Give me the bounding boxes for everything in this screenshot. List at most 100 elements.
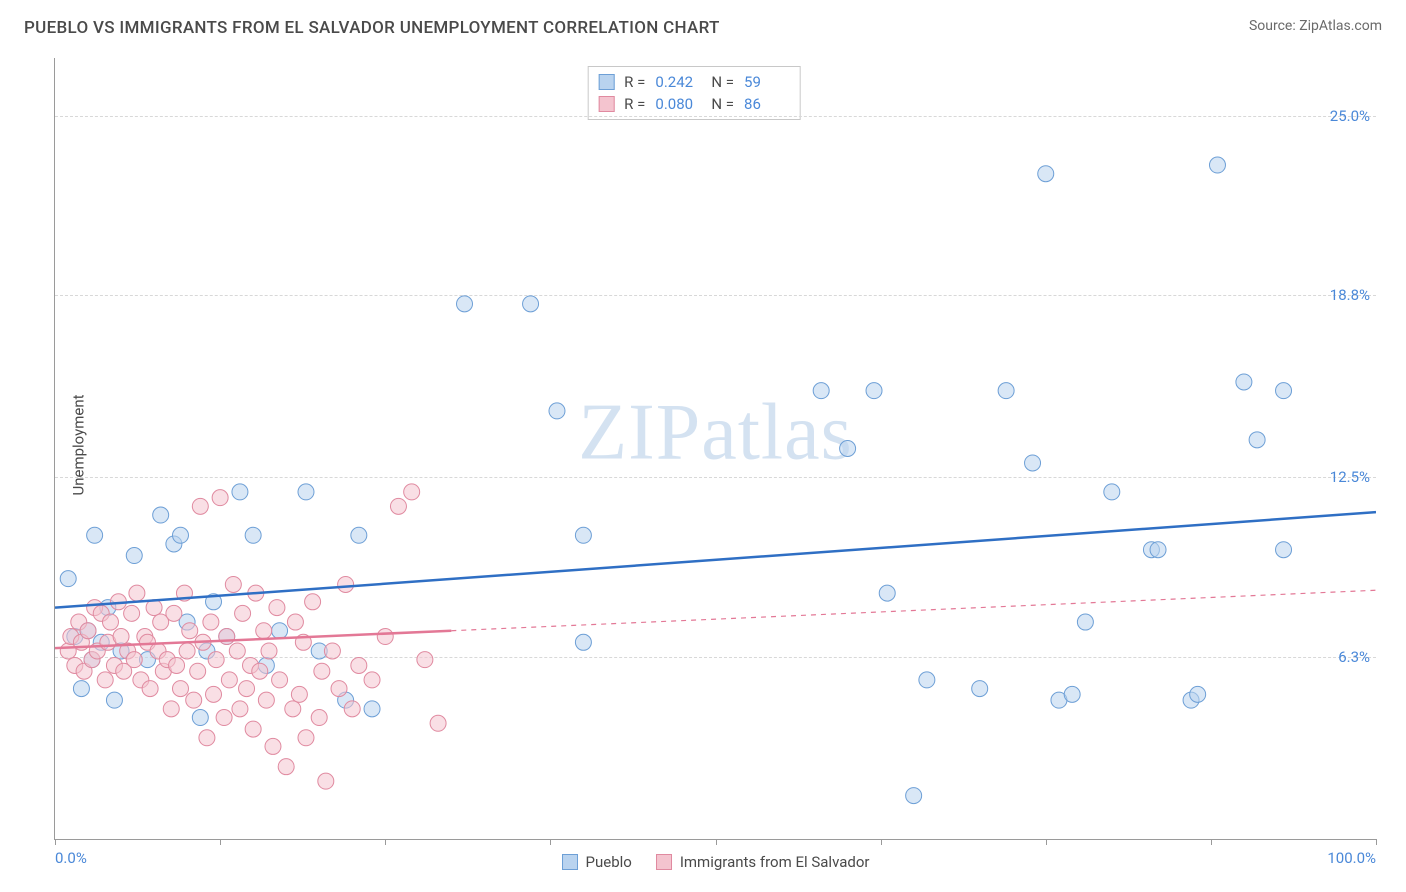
scatter-point-el_salvador (417, 652, 433, 668)
x-tick (716, 839, 717, 845)
scatter-point-el_salvador (287, 614, 303, 630)
scatter-point-pueblo (1276, 383, 1292, 399)
scatter-point-el_salvador (235, 605, 251, 621)
scatter-point-pueblo (106, 692, 122, 708)
trendline-pueblo (55, 512, 1376, 607)
scatter-point-el_salvador (166, 605, 182, 621)
scatter-point-pueblo (457, 296, 473, 312)
scatter-point-el_salvador (377, 629, 393, 645)
scatter-point-el_salvador (404, 484, 420, 500)
scatter-point-pueblo (351, 527, 367, 543)
x-tick (1046, 839, 1047, 845)
scatter-point-el_salvador (314, 663, 330, 679)
scatter-point-el_salvador (208, 652, 224, 668)
scatter-point-el_salvador (102, 614, 118, 630)
scatter-point-pueblo (1236, 374, 1252, 390)
swatch-pueblo-bottom (562, 854, 578, 870)
series-legend: Pueblo Immigrants from El Salvador (562, 853, 870, 871)
scatter-point-pueblo (523, 296, 539, 312)
scatter-point-el_salvador (252, 663, 268, 679)
source-attrib: Source: ZipAtlas.com (1249, 18, 1382, 34)
scatter-point-el_salvador (338, 576, 354, 592)
scatter-point-el_salvador (199, 730, 215, 746)
plot-area: ZIPatlas R = 0.242 N = 59 R = 0.080 N = … (54, 58, 1376, 840)
scatter-point-pueblo (73, 681, 89, 697)
scatter-point-pueblo (998, 383, 1014, 399)
scatter-point-pueblo (298, 484, 314, 500)
scatter-point-pueblo (1077, 614, 1093, 630)
scatter-point-el_salvador (311, 710, 327, 726)
x-tick (1211, 839, 1212, 845)
scatter-point-pueblo (1025, 455, 1041, 471)
x-tick (55, 839, 56, 845)
scatter-point-pueblo (1190, 686, 1206, 702)
scatter-point-el_salvador (97, 672, 113, 688)
scatter-point-pueblo (1150, 542, 1166, 558)
scatter-point-el_salvador (285, 701, 301, 717)
scatter-point-pueblo (87, 527, 103, 543)
scatter-point-el_salvador (203, 614, 219, 630)
scatter-point-pueblo (272, 623, 288, 639)
scatter-point-pueblo (364, 701, 380, 717)
scatter-point-el_salvador (216, 710, 232, 726)
scatter-point-pueblo (549, 403, 565, 419)
scatter-point-el_salvador (261, 643, 277, 659)
scatter-point-el_salvador (324, 643, 340, 659)
scatter-point-el_salvador (239, 681, 255, 697)
scatter-point-pueblo (1038, 166, 1054, 182)
scatter-point-el_salvador (305, 594, 321, 610)
scatter-point-el_salvador (430, 715, 446, 731)
scatter-point-pueblo (172, 527, 188, 543)
scatter-point-el_salvador (291, 686, 307, 702)
scatter-point-el_salvador (245, 721, 261, 737)
scatter-point-pueblo (1104, 484, 1120, 500)
legend-item-elsalvador: Immigrants from El Salvador (656, 853, 870, 871)
trendline-dashed-el_salvador (451, 590, 1376, 630)
scatter-point-el_salvador (182, 623, 198, 639)
scatter-point-el_salvador (272, 672, 288, 688)
chart-title: PUEBLO VS IMMIGRANTS FROM EL SALVADOR UN… (24, 18, 720, 38)
scatter-point-pueblo (1276, 542, 1292, 558)
scatter-point-el_salvador (190, 663, 206, 679)
scatter-point-el_salvador (344, 701, 360, 717)
scatter-point-el_salvador (298, 730, 314, 746)
scatter-layer (55, 58, 1376, 839)
scatter-point-el_salvador (265, 738, 281, 754)
scatter-point-pueblo (1064, 686, 1080, 702)
x-tick (550, 839, 551, 845)
scatter-point-el_salvador (258, 692, 274, 708)
swatch-elsalvador-bottom (656, 854, 672, 870)
x-tick-label: 0.0% (55, 849, 87, 867)
scatter-point-el_salvador (126, 652, 142, 668)
scatter-point-pueblo (575, 634, 591, 650)
scatter-point-pueblo (232, 484, 248, 500)
scatter-point-el_salvador (225, 576, 241, 592)
scatter-point-el_salvador (179, 643, 195, 659)
scatter-point-el_salvador (129, 585, 145, 601)
scatter-point-el_salvador (212, 490, 228, 506)
scatter-point-pueblo (813, 383, 829, 399)
scatter-point-el_salvador (318, 773, 334, 789)
x-tick-label: 100.0% (1327, 849, 1376, 867)
scatter-point-el_salvador (331, 681, 347, 697)
scatter-point-pueblo (972, 681, 988, 697)
scatter-point-el_salvador (169, 657, 185, 673)
scatter-point-pueblo (919, 672, 935, 688)
x-tick (385, 839, 386, 845)
scatter-point-el_salvador (142, 681, 158, 697)
scatter-point-el_salvador (206, 686, 222, 702)
scatter-point-pueblo (866, 383, 882, 399)
scatter-point-el_salvador (80, 623, 96, 639)
scatter-point-el_salvador (351, 657, 367, 673)
scatter-point-el_salvador (192, 498, 208, 514)
scatter-point-pueblo (906, 788, 922, 804)
scatter-point-pueblo (575, 527, 591, 543)
scatter-point-pueblo (1209, 157, 1225, 173)
scatter-point-el_salvador (269, 600, 285, 616)
scatter-point-el_salvador (278, 759, 294, 775)
scatter-point-el_salvador (186, 692, 202, 708)
scatter-point-pueblo (1249, 432, 1265, 448)
scatter-point-pueblo (879, 585, 895, 601)
scatter-point-el_salvador (172, 681, 188, 697)
chart-container: Unemployment ZIPatlas R = 0.242 N = 59 R… (40, 50, 1380, 840)
